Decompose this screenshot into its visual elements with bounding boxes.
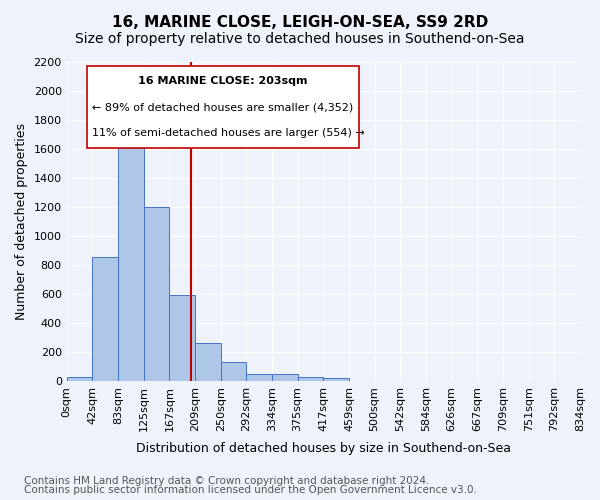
- Bar: [323, 378, 349, 381]
- Bar: [118, 120, 143, 381]
- Bar: [67, 378, 92, 381]
- Text: Contains HM Land Registry data © Crown copyright and database right 2024.: Contains HM Land Registry data © Crown c…: [24, 476, 430, 486]
- Bar: [92, 258, 118, 381]
- X-axis label: Distribution of detached houses by size in Southend-on-Sea: Distribution of detached houses by size …: [136, 442, 511, 455]
- Text: ← 89% of detached houses are smaller (4,352): ← 89% of detached houses are smaller (4,…: [92, 102, 353, 112]
- Text: 16, MARINE CLOSE, LEIGH-ON-SEA, SS9 2RD: 16, MARINE CLOSE, LEIGH-ON-SEA, SS9 2RD: [112, 15, 488, 30]
- FancyBboxPatch shape: [87, 66, 359, 148]
- Text: Size of property relative to detached houses in Southend-on-Sea: Size of property relative to detached ho…: [75, 32, 525, 46]
- Bar: [247, 374, 272, 381]
- Bar: [143, 206, 169, 381]
- Text: Contains public sector information licensed under the Open Government Licence v3: Contains public sector information licen…: [24, 485, 477, 495]
- Bar: [195, 343, 221, 381]
- Bar: [272, 374, 298, 381]
- Y-axis label: Number of detached properties: Number of detached properties: [15, 122, 28, 320]
- Bar: [298, 376, 323, 381]
- Text: 11% of semi-detached houses are larger (554) →: 11% of semi-detached houses are larger (…: [92, 128, 365, 138]
- Bar: [221, 362, 247, 381]
- Text: 16 MARINE CLOSE: 203sqm: 16 MARINE CLOSE: 203sqm: [139, 76, 308, 86]
- Bar: [169, 295, 195, 381]
